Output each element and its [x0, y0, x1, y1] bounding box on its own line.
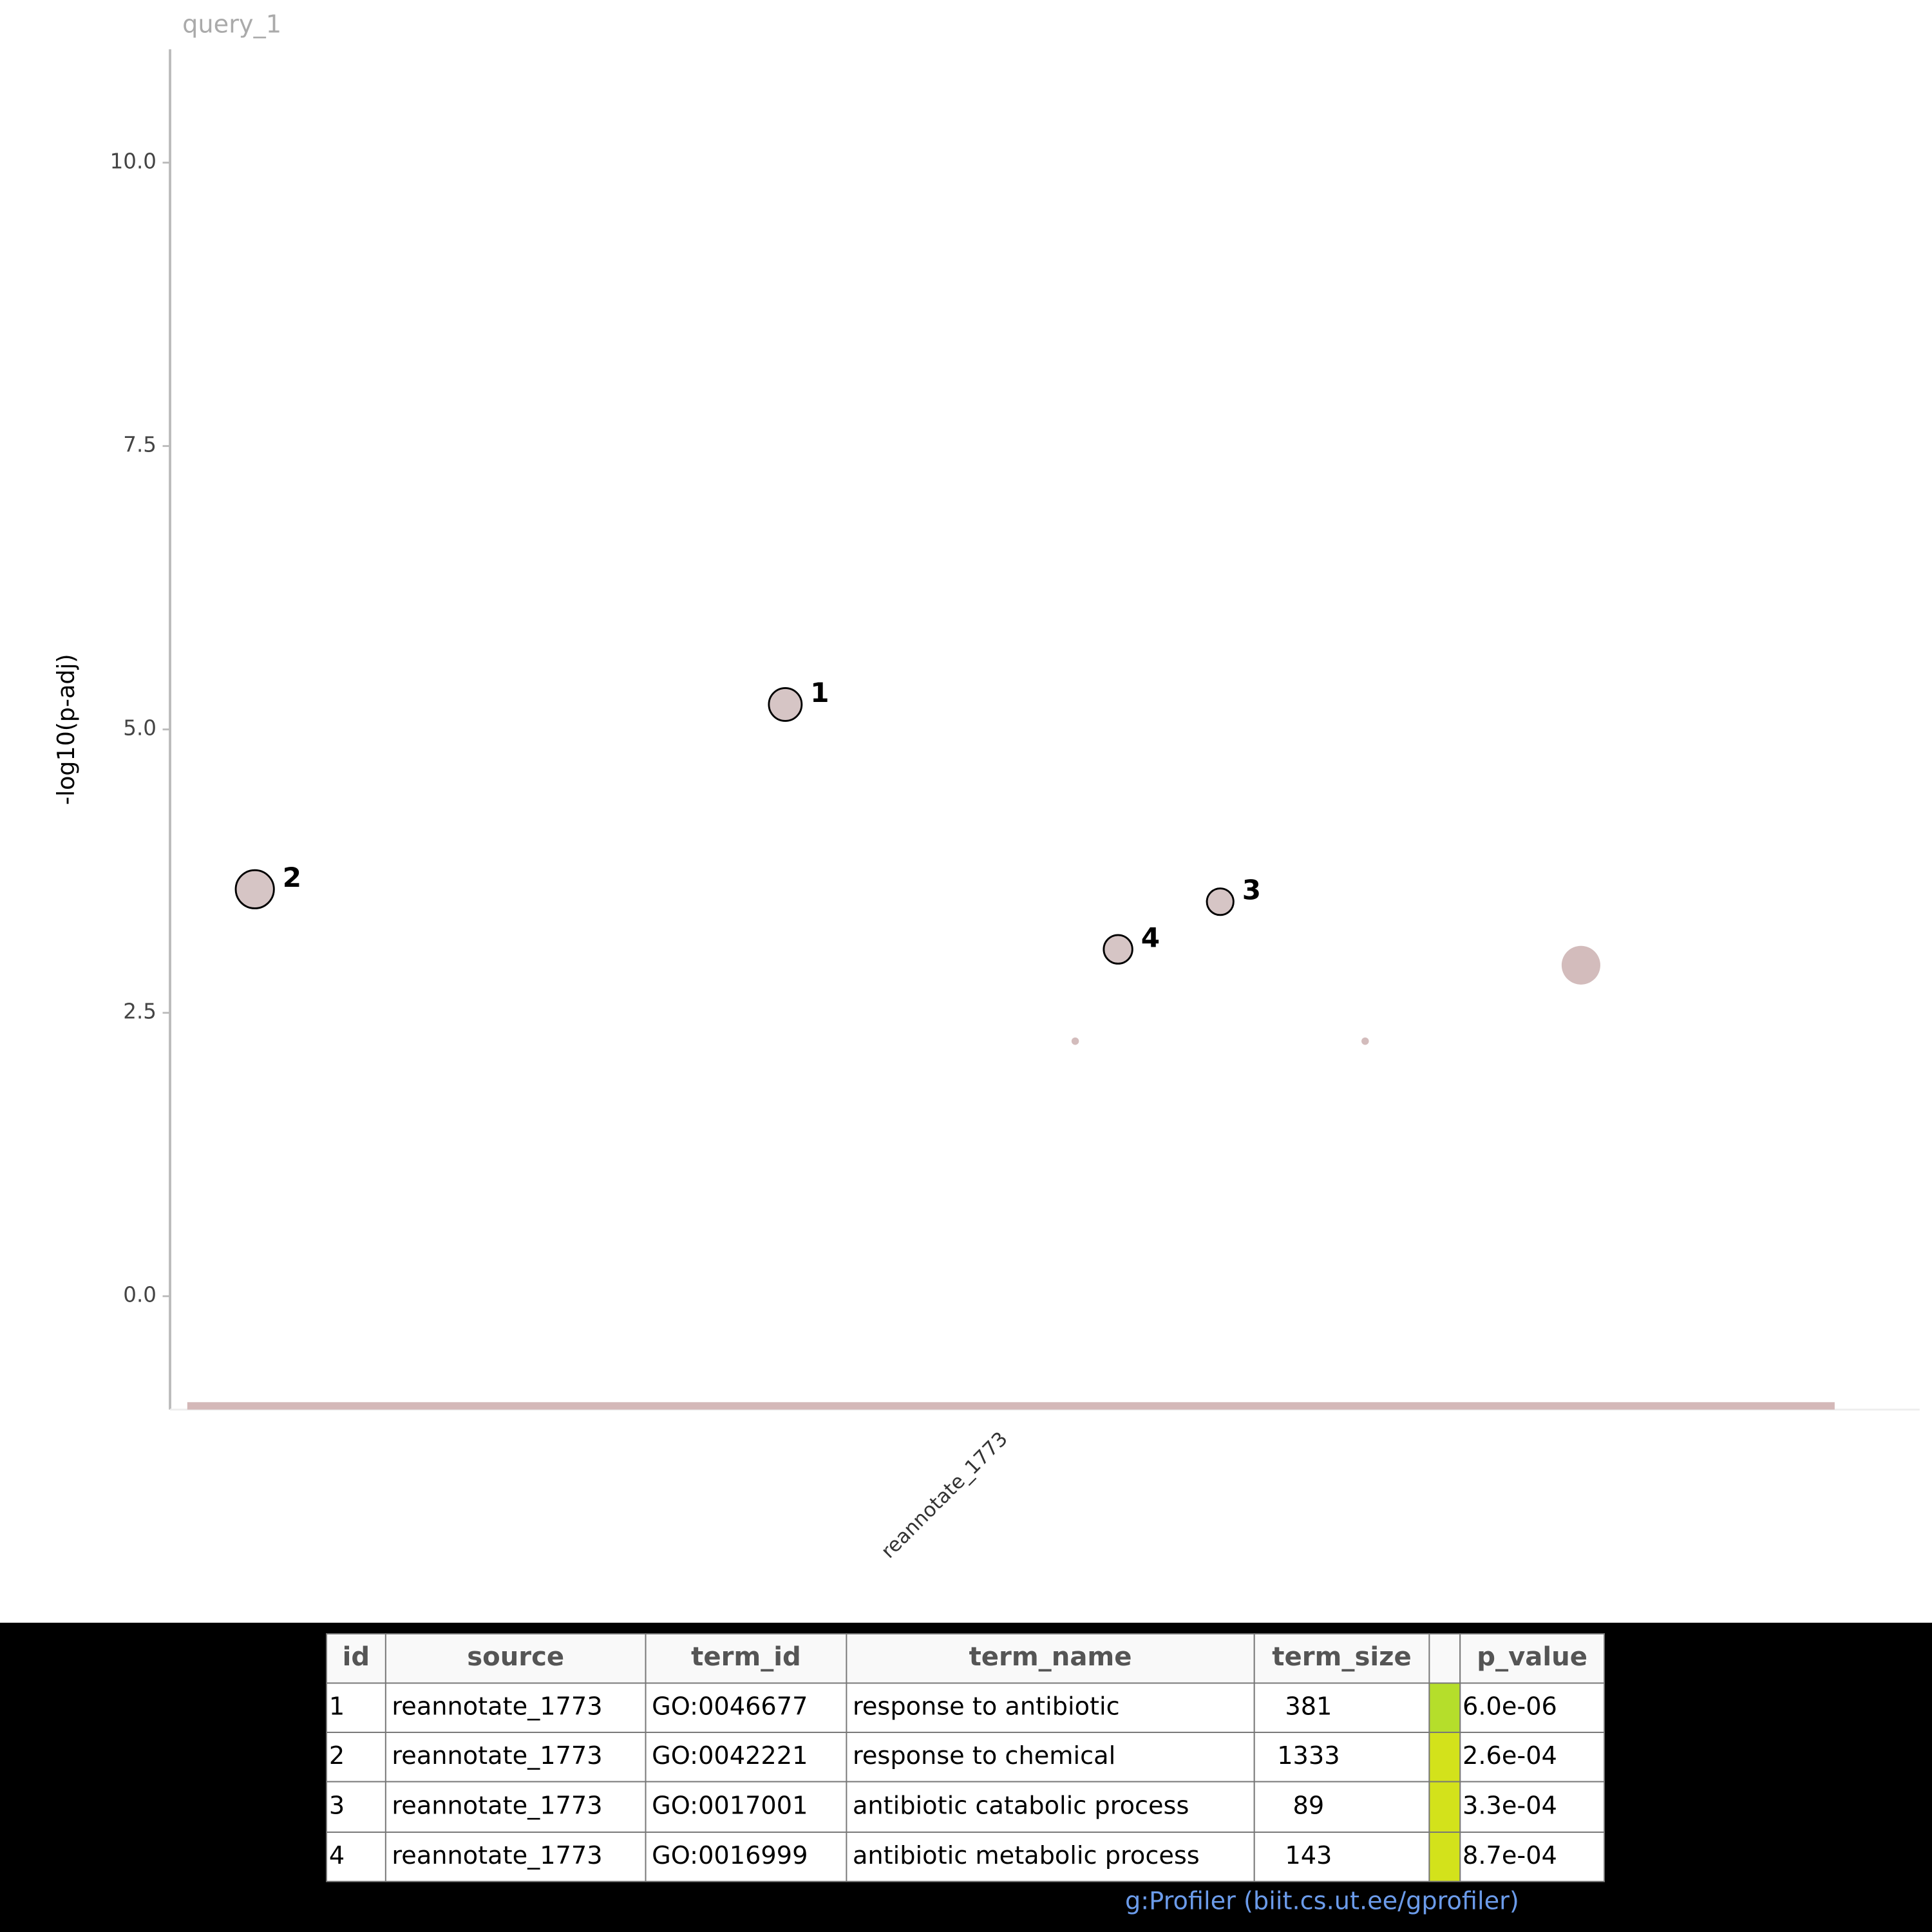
- column-header: source: [467, 1642, 564, 1672]
- point-label: 3: [1242, 874, 1261, 905]
- cell-text: 3.3e-04: [1463, 1791, 1557, 1820]
- cell: [384, 1781, 647, 1833]
- cell-text: 8.7e-04: [1463, 1841, 1557, 1870]
- cell-text: response to chemical: [853, 1741, 1115, 1770]
- highlight-cell: [1428, 1832, 1461, 1882]
- cell: [384, 1682, 647, 1734]
- point: [1561, 945, 1600, 985]
- point: [1361, 1037, 1369, 1045]
- cell-text: reannotate_1773: [392, 1841, 602, 1870]
- cell: [326, 1732, 386, 1783]
- cell-text: GO:0016999: [652, 1841, 808, 1870]
- header-cell: [1428, 1633, 1461, 1684]
- cell: [326, 1781, 386, 1833]
- cell-text: reannotate_1773: [392, 1791, 602, 1820]
- cell-text: 6.0e-06: [1463, 1692, 1557, 1721]
- point: [1103, 934, 1133, 965]
- x-tick-label: reannotate_1773: [877, 1428, 1012, 1563]
- cell-text: 1333: [1277, 1741, 1340, 1770]
- cell: [1459, 1832, 1605, 1882]
- cell-text: reannotate_1773: [392, 1741, 602, 1770]
- cell-text: GO:0042221: [652, 1741, 808, 1770]
- point: [768, 687, 803, 722]
- cell: [384, 1732, 647, 1783]
- cell: [846, 1682, 1255, 1734]
- cell-text: reannotate_1773: [392, 1692, 602, 1721]
- y-tick-label: 0.0: [123, 1283, 156, 1307]
- cell: [1253, 1832, 1430, 1882]
- point-label: 1: [810, 677, 829, 708]
- cell: [384, 1832, 647, 1882]
- cell: [645, 1682, 848, 1734]
- y-tick-label: 5.0: [123, 716, 156, 741]
- cell-text: 3: [329, 1791, 345, 1820]
- cell: [326, 1682, 386, 1734]
- cell-text: 1: [329, 1692, 345, 1721]
- point: [234, 869, 275, 909]
- cell-text: response to antibiotic: [853, 1692, 1120, 1721]
- cell: [1459, 1682, 1605, 1734]
- category-band: [187, 1402, 1835, 1410]
- cell: [846, 1832, 1255, 1882]
- chart-title: query_1: [182, 10, 281, 39]
- cell: [1253, 1682, 1430, 1734]
- cell-text: GO:0046677: [652, 1692, 808, 1721]
- cell-text: 4: [329, 1841, 345, 1870]
- header-cell: [1253, 1633, 1430, 1684]
- cell-text: 381: [1285, 1692, 1332, 1721]
- point-label: 4: [1141, 922, 1160, 953]
- column-header: term_id: [691, 1642, 801, 1672]
- y-axis-label: -log10(p-adj): [52, 654, 80, 805]
- point-label: 2: [283, 862, 301, 893]
- column-header: id: [343, 1642, 370, 1672]
- y-tick-label: 2.5: [123, 999, 156, 1024]
- header-cell: [846, 1633, 1255, 1684]
- column-header: p_value: [1477, 1642, 1587, 1672]
- cell-text: antibiotic catabolic process: [853, 1791, 1189, 1820]
- column-header: term_name: [969, 1642, 1132, 1672]
- header-cell: [1459, 1633, 1605, 1684]
- highlight-cell: [1428, 1781, 1461, 1833]
- cell-text: 2: [329, 1741, 345, 1770]
- highlight-cell: [1428, 1682, 1461, 1734]
- point: [1071, 1037, 1079, 1045]
- footer-link[interactable]: g:Profiler (biit.cs.ut.ee/gprofiler): [1125, 1887, 1519, 1916]
- column-header: term_size: [1272, 1642, 1411, 1672]
- cell: [1459, 1781, 1605, 1833]
- cell: [326, 1832, 386, 1882]
- cell-text: 2.6e-04: [1463, 1741, 1557, 1770]
- cell-text: 143: [1285, 1841, 1332, 1870]
- cell-text: antibiotic metabolic process: [853, 1841, 1200, 1870]
- y-tick-label: 10.0: [110, 149, 156, 174]
- highlight-cell: [1428, 1732, 1461, 1783]
- cell-text: 89: [1293, 1791, 1325, 1820]
- cell: [645, 1832, 848, 1882]
- header-cell: [384, 1633, 647, 1684]
- cell: [846, 1732, 1255, 1783]
- cell-text: GO:0017001: [652, 1791, 808, 1820]
- point: [1206, 887, 1235, 916]
- cell: [645, 1732, 848, 1783]
- y-tick-label: 7.5: [123, 433, 156, 457]
- cell: [1459, 1732, 1605, 1783]
- cell: [1253, 1781, 1430, 1833]
